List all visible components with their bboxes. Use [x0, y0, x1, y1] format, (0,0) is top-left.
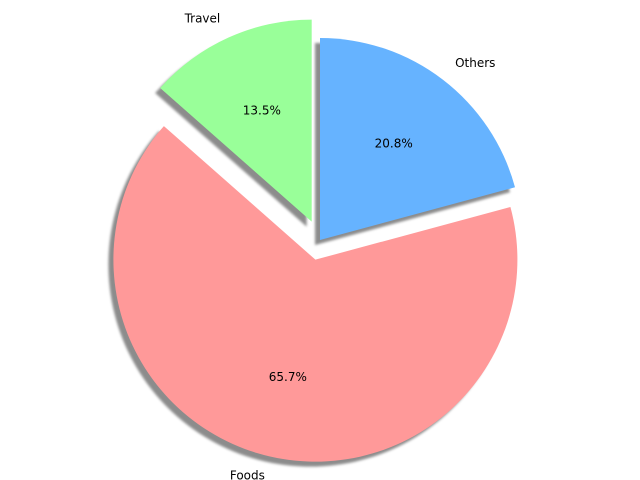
slice-travel: [160, 19, 312, 222]
slice-label-others: Others: [455, 56, 495, 70]
slice-percent-others: 20.8%: [375, 136, 413, 150]
slice-percent-foods: 65.7%: [269, 370, 307, 384]
slice-label-foods: Foods: [230, 469, 265, 480]
pie-slices: [113, 19, 518, 462]
pie-labels: Travel 13.5% Foods 65.7% Others 20.8%: [184, 12, 496, 480]
slice-others: [320, 38, 516, 240]
slice-percent-travel: 13.5%: [243, 104, 281, 118]
slice-foods: [113, 126, 518, 462]
slice-label-travel: Travel: [184, 12, 221, 26]
